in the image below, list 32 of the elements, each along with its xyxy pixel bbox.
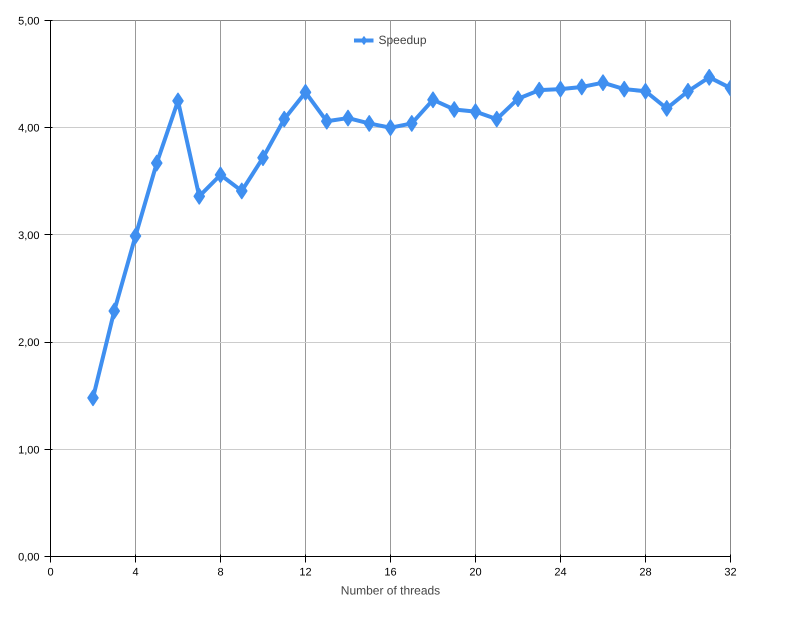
x-tick-label: 24 (554, 566, 567, 578)
point (448, 100, 460, 118)
x-tick-label: 12 (299, 566, 312, 578)
x-tick-label: 28 (639, 566, 652, 578)
point (533, 82, 546, 99)
x-tick-label: 32 (724, 566, 737, 578)
legend-label: Speedup (378, 33, 427, 47)
y-tick-label: 4,00 (18, 122, 40, 135)
x-tick-label: 4 (132, 566, 139, 578)
point (490, 110, 503, 128)
x-tick-label: 16 (384, 566, 397, 578)
point (363, 114, 376, 132)
point (278, 110, 290, 128)
y-tick-label: 2,00 (18, 337, 40, 350)
point (703, 68, 716, 86)
point (193, 188, 206, 205)
point (406, 114, 418, 132)
x-tick-label: 8 (217, 566, 224, 578)
y-tick-label: 5,00 (18, 16, 40, 28)
y-tick-label: 1,00 (18, 444, 40, 456)
point (320, 112, 333, 130)
y-tick-label: 3,00 (18, 230, 40, 242)
point (150, 154, 163, 172)
x-axis-title: Number of threads (340, 584, 440, 598)
point (618, 80, 630, 98)
x-tick-label: 0 (47, 566, 54, 578)
point (108, 302, 120, 320)
point (236, 182, 248, 200)
point (660, 100, 673, 117)
x-tick-label: 20 (469, 566, 482, 578)
y-tick-label: 0,00 (18, 552, 40, 564)
point (576, 78, 588, 96)
